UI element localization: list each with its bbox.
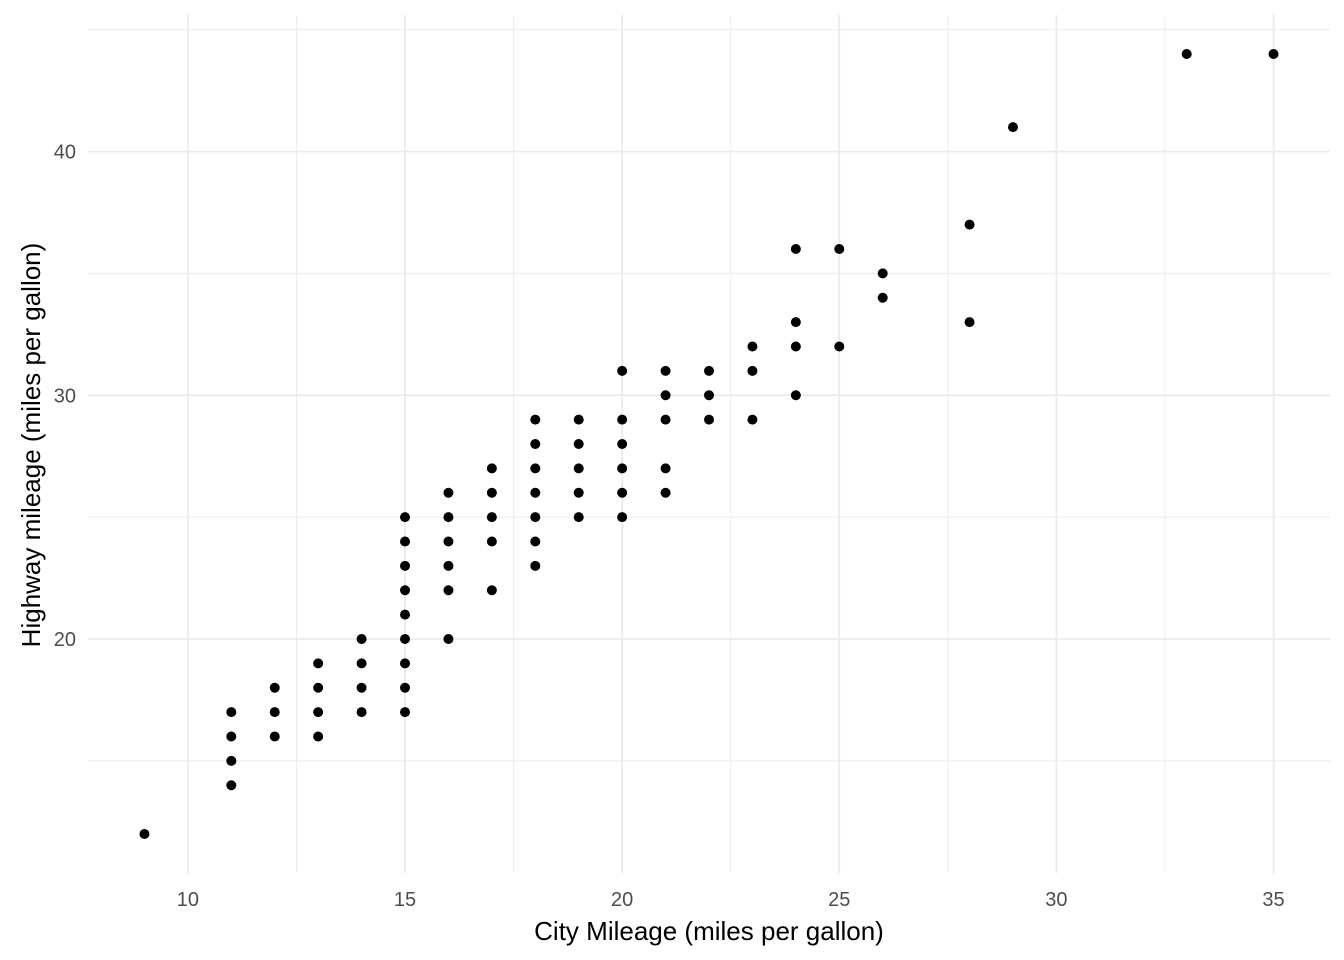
data-point <box>443 487 454 498</box>
x-tick-label: 15 <box>394 889 416 911</box>
data-point <box>660 463 671 474</box>
data-point <box>573 439 584 449</box>
data-point <box>617 463 628 474</box>
data-point <box>313 707 324 718</box>
data-point <box>747 365 758 376</box>
data-point <box>877 292 888 303</box>
data-point <box>747 341 758 352</box>
data-point <box>530 439 541 449</box>
data-point <box>877 268 888 279</box>
data-point <box>834 244 845 254</box>
data-point <box>313 682 324 693</box>
data-points <box>139 49 1279 839</box>
data-point <box>660 365 671 376</box>
data-point <box>790 390 801 401</box>
data-point <box>226 780 237 791</box>
data-point <box>356 634 367 644</box>
data-point <box>400 585 411 596</box>
data-point <box>313 731 324 742</box>
data-point <box>443 585 454 596</box>
data-point <box>530 487 541 498</box>
data-point <box>226 755 237 766</box>
y-tick-label: 30 <box>54 385 76 407</box>
data-point <box>443 560 454 571</box>
data-point <box>834 341 845 352</box>
data-point <box>660 487 671 498</box>
x-axis-title: City Mileage (miles per gallon) <box>534 916 884 946</box>
data-point <box>704 414 714 425</box>
data-point <box>790 244 801 254</box>
x-tick-label: 10 <box>177 889 199 911</box>
data-point <box>1007 122 1018 133</box>
data-point <box>226 707 237 718</box>
x-tick-label: 20 <box>611 889 633 911</box>
data-point <box>139 829 150 839</box>
data-point <box>660 414 671 425</box>
data-point <box>617 439 628 449</box>
data-point <box>573 487 584 498</box>
data-point <box>400 707 411 718</box>
data-point <box>964 317 975 328</box>
data-point <box>573 512 584 523</box>
data-point <box>400 634 411 644</box>
data-point <box>400 536 411 547</box>
data-point <box>1181 49 1192 59</box>
data-point <box>269 731 280 742</box>
data-point <box>530 536 541 547</box>
x-axis-tick-labels: 10 15 20 25 30 35 <box>177 889 1285 911</box>
data-point <box>704 390 714 401</box>
minor-gridlines <box>88 15 1330 873</box>
x-tick-label: 25 <box>828 889 850 911</box>
data-point <box>704 365 714 376</box>
major-gridlines <box>88 15 1330 873</box>
data-point <box>269 707 280 718</box>
data-point <box>486 463 497 474</box>
data-point <box>269 682 280 693</box>
data-point <box>356 707 367 718</box>
data-point <box>530 463 541 474</box>
data-point <box>356 682 367 693</box>
data-point <box>443 536 454 547</box>
data-point <box>486 512 497 523</box>
x-tick-label: 30 <box>1045 889 1067 911</box>
data-point <box>226 731 237 742</box>
data-point <box>617 487 628 498</box>
data-point <box>443 634 454 644</box>
data-point <box>573 463 584 474</box>
y-tick-label: 40 <box>54 142 76 164</box>
data-point <box>400 682 411 693</box>
data-point <box>660 390 671 401</box>
data-point <box>530 512 541 523</box>
data-point <box>443 512 454 523</box>
data-point <box>617 365 628 376</box>
data-point <box>617 512 628 523</box>
data-point <box>530 414 541 425</box>
data-point <box>790 341 801 352</box>
data-point <box>573 414 584 425</box>
data-point <box>400 609 411 620</box>
data-point <box>486 487 497 498</box>
data-point <box>1268 49 1279 59</box>
data-point <box>400 512 411 523</box>
y-axis-title: Highway mileage (miles per gallon) <box>16 243 46 648</box>
data-point <box>400 658 411 669</box>
y-axis-tick-labels: 20 30 40 <box>54 142 76 652</box>
data-point <box>356 658 367 669</box>
data-point <box>964 219 975 230</box>
data-point <box>530 560 541 571</box>
x-tick-label: 35 <box>1262 889 1284 911</box>
data-point <box>747 414 758 425</box>
data-point <box>486 585 497 596</box>
data-point <box>617 414 628 425</box>
data-point <box>313 658 324 669</box>
data-point <box>486 536 497 547</box>
data-point <box>790 317 801 328</box>
data-point <box>400 560 411 571</box>
y-tick-label: 20 <box>54 629 76 651</box>
